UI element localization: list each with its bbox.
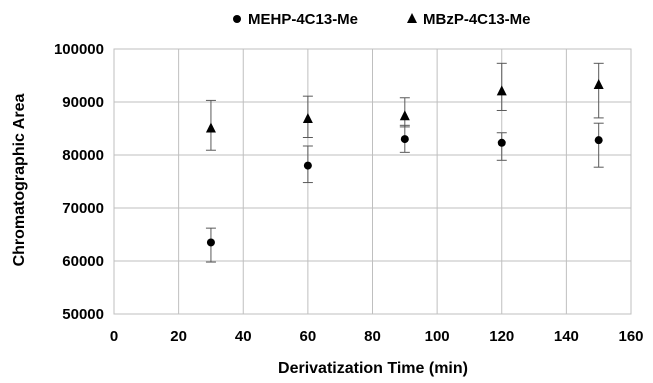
mbzp-data-point bbox=[399, 110, 410, 121]
x-tick-label: 100 bbox=[425, 328, 450, 345]
x-tick-label: 160 bbox=[618, 328, 643, 345]
x-axis-label: Derivatization Time (min) bbox=[278, 360, 468, 377]
x-tick-label: 120 bbox=[489, 328, 514, 345]
x-tick-label: 60 bbox=[300, 328, 317, 345]
y-tick-label: 60000 bbox=[62, 253, 104, 270]
legend-label: MEHP-4C13-Me bbox=[248, 11, 358, 28]
circle-marker-icon bbox=[233, 15, 241, 23]
legend-item-mehp: MEHP-4C13-Me bbox=[233, 11, 358, 28]
data-layer bbox=[205, 62, 604, 263]
legend-item-mbzp: MBzP-4C13-Me bbox=[407, 11, 531, 28]
y-tick-label: 100000 bbox=[54, 41, 104, 58]
y-axis-label: Chromatographic Area bbox=[11, 94, 28, 267]
mbzp-data-point bbox=[496, 85, 507, 96]
legend: MEHP-4C13-Me MBzP-4C13-Me bbox=[233, 11, 531, 28]
x-tick-label: 0 bbox=[110, 328, 118, 345]
mehp-data-point bbox=[303, 161, 312, 170]
triangle-marker-icon bbox=[407, 13, 417, 23]
y-tick-label: 70000 bbox=[62, 200, 104, 217]
mbzp-data-point bbox=[593, 79, 604, 90]
mehp-data-point bbox=[594, 136, 603, 145]
mehp-data-point bbox=[497, 138, 506, 147]
mehp-data-point bbox=[206, 238, 215, 247]
y-tick-label: 90000 bbox=[62, 94, 104, 111]
grid-layer bbox=[113, 48, 632, 315]
axis-layer: 0 20 40 60 80 100 120 140 160 50000 60000 70000 8000… bbox=[54, 41, 644, 345]
legend-label: MBzP-4C13-Me bbox=[423, 11, 531, 28]
y-tick-label: 80000 bbox=[62, 147, 104, 164]
mbzp-data-point bbox=[205, 122, 216, 133]
mbzp-data-point bbox=[302, 112, 313, 123]
x-tick-label: 20 bbox=[170, 328, 187, 345]
plot-border bbox=[113, 48, 632, 315]
mehp-data-point bbox=[400, 135, 409, 144]
y-tick-label: 50000 bbox=[62, 306, 104, 323]
x-tick-label: 40 bbox=[235, 328, 252, 345]
x-tick-label: 80 bbox=[364, 328, 381, 345]
x-tick-label: 140 bbox=[554, 328, 579, 345]
